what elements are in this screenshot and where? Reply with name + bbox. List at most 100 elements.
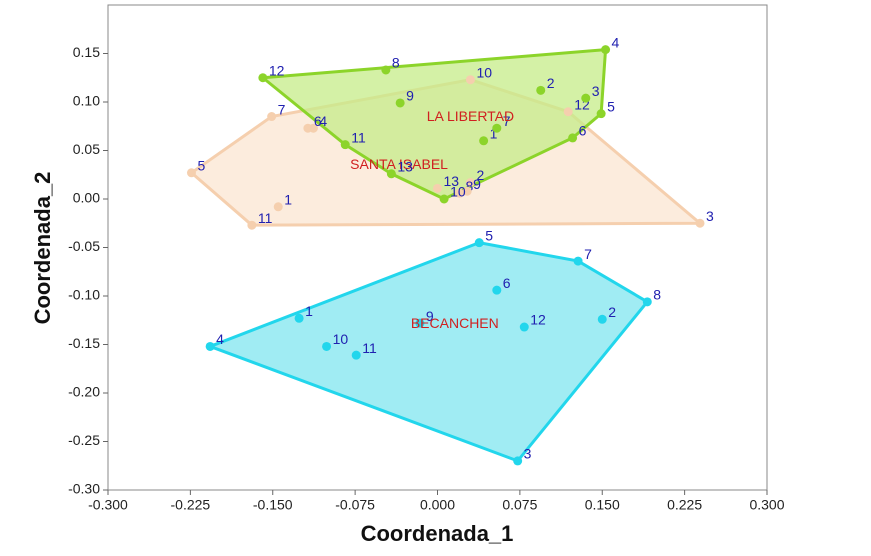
point: [433, 183, 442, 193]
point: [568, 133, 578, 143]
point-label: 7: [584, 246, 592, 262]
x-tick-label: 0.225: [667, 497, 702, 513]
point-label: 10: [450, 184, 466, 200]
point: [465, 75, 475, 85]
y-tick-label: -0.20: [68, 384, 100, 400]
x-tick-label: -0.075: [335, 497, 375, 513]
y-tick-label: -0.10: [68, 287, 100, 303]
y-tick-label: -0.05: [68, 238, 100, 254]
point-label: 3: [706, 208, 714, 224]
y-tick-label: -0.25: [68, 432, 100, 448]
point-label: 1: [490, 126, 498, 142]
x-tick-label: 0.300: [749, 497, 784, 513]
point: [340, 140, 350, 150]
y-tick-label: 0.00: [73, 190, 100, 206]
point: [479, 136, 489, 146]
point: [642, 297, 652, 307]
point: [395, 98, 405, 108]
y-tick-label: -0.30: [68, 481, 100, 497]
point: [465, 178, 475, 188]
point: [386, 169, 396, 179]
point: [294, 313, 304, 323]
y-tick-label: 0.10: [73, 93, 100, 109]
point: [258, 73, 268, 83]
point: [492, 285, 502, 295]
group-name: LA LIBERTAD: [427, 108, 514, 124]
x-tick-label: -0.150: [253, 497, 293, 513]
group-hull: [259, 47, 608, 201]
point-label: 8: [392, 55, 400, 71]
point-label: 4: [612, 34, 620, 50]
y-tick-label: 0.15: [73, 44, 100, 60]
point: [322, 341, 332, 351]
point-label: 2: [547, 75, 555, 91]
point-label: 6: [503, 275, 511, 291]
point: [351, 350, 361, 360]
point-label: 6: [579, 123, 587, 139]
x-tick-label: -0.300: [88, 497, 128, 513]
point: [536, 85, 546, 95]
point-label: 1: [284, 191, 292, 207]
x-tick-label: 0.075: [502, 497, 537, 513]
point-label: 4: [216, 331, 224, 347]
point-label: 3: [524, 446, 532, 462]
point: [513, 456, 523, 466]
point: [573, 256, 583, 266]
point-label: 3: [592, 83, 600, 99]
x-tick-label: 0.000: [420, 497, 455, 513]
point-label: 1: [305, 303, 313, 319]
point: [597, 314, 607, 324]
point-label: 13: [397, 158, 413, 174]
point: [563, 107, 573, 117]
point: [273, 202, 283, 212]
point: [205, 341, 215, 351]
x-axis-title: Coordenada_1: [361, 521, 514, 546]
point: [415, 318, 425, 328]
point-label: 4: [319, 113, 327, 129]
point: [439, 194, 449, 204]
point: [303, 123, 313, 133]
point: [492, 123, 502, 133]
point-label: 13: [444, 173, 460, 189]
y-axis-title: Coordenada_2: [30, 172, 55, 325]
point: [186, 168, 196, 178]
point: [454, 188, 464, 198]
point-label: 10: [476, 64, 492, 80]
group-name: SANTA ISABEL: [350, 156, 448, 172]
point-label: 7: [503, 113, 511, 129]
point: [267, 112, 277, 122]
point-label: 2: [608, 304, 616, 320]
point-label: 11: [258, 210, 273, 226]
point-label: 10: [333, 331, 349, 347]
point-label: 8: [465, 178, 473, 194]
point: [596, 109, 606, 119]
point: [519, 322, 529, 332]
point: [474, 238, 484, 248]
point: [581, 93, 591, 103]
point: [247, 220, 257, 230]
point-label: 7: [278, 101, 286, 117]
point-label: 9: [426, 308, 434, 324]
point-label: 11: [351, 129, 366, 145]
group-hull: [205, 241, 650, 463]
point-label: 2: [476, 167, 484, 183]
y-tick-label: 0.05: [73, 141, 100, 157]
point-label: 9: [406, 88, 414, 104]
point-label: 8: [653, 287, 661, 303]
point: [381, 65, 391, 75]
point: [462, 186, 472, 196]
point: [695, 218, 705, 228]
point-label: 12: [530, 312, 546, 328]
x-tick-label: -0.225: [171, 497, 211, 513]
point-label: 6: [314, 113, 322, 129]
point-label: 5: [607, 98, 615, 114]
point: [601, 45, 611, 55]
point-label: 11: [362, 340, 377, 356]
point-label: 5: [197, 158, 205, 174]
x-tick-label: 0.150: [585, 497, 620, 513]
point-label: 9: [473, 176, 481, 192]
point-label: 12: [269, 62, 285, 78]
y-tick-label: -0.15: [68, 335, 100, 351]
point-label: 5: [485, 227, 493, 243]
